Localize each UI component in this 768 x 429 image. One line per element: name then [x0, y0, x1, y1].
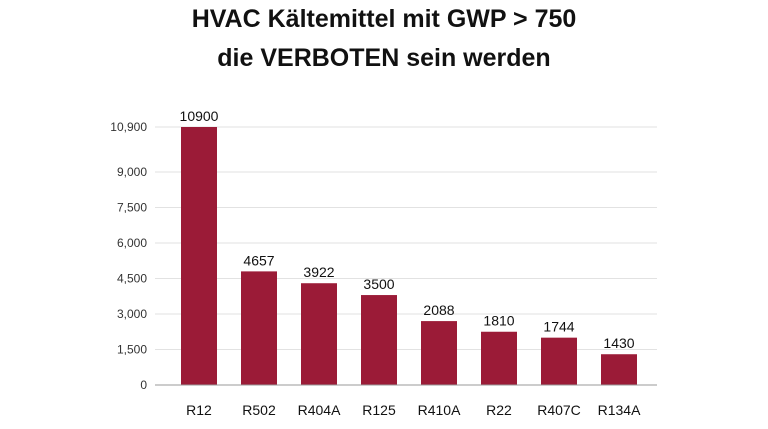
data-label: 1810: [483, 313, 514, 329]
y-tick-label: 6,000: [117, 236, 147, 250]
bar: [181, 127, 217, 385]
x-tick-label: R12: [186, 402, 212, 418]
x-tick-label: R134A: [598, 402, 641, 418]
chart-title-line-2: die VERBOTEN sein werden: [217, 44, 551, 72]
data-label: 1430: [603, 335, 634, 351]
x-tick-label: R125: [362, 402, 396, 418]
y-tick-label: 9,000: [117, 165, 147, 179]
bar: [541, 337, 577, 385]
gridlines: [155, 126, 657, 350]
x-tick-label: R404A: [298, 402, 341, 418]
chart-title-line-1: HVAC Kältemittel mit GWP > 750: [191, 5, 577, 33]
bar: [361, 295, 397, 385]
y-tick-label: 1,500: [117, 342, 147, 356]
bars: [181, 127, 637, 385]
data-label: 3500: [363, 276, 394, 292]
x-tick-label: R407C: [537, 402, 581, 418]
data-label: 2088: [423, 302, 454, 318]
data-label: 10900: [180, 108, 219, 124]
y-tick-label: 0: [140, 378, 147, 392]
bar: [421, 321, 457, 385]
labels: 0 1,500 3,000 4,500 6,000 7,500 9,000 10,900 109…: [110, 108, 641, 418]
data-label: 1744: [543, 319, 574, 335]
bar: [301, 283, 337, 385]
x-tick-label: R410A: [418, 402, 461, 418]
bar: [481, 331, 517, 385]
x-tick-label: R502: [242, 402, 276, 418]
y-tick-label: 7,500: [117, 200, 147, 214]
y-tick-label: 3,000: [117, 307, 147, 321]
data-label: 3922: [303, 264, 334, 280]
bar: [241, 271, 277, 385]
x-tick-label: R22: [486, 402, 512, 418]
data-label: 4657: [243, 252, 274, 268]
bar: [601, 354, 637, 385]
y-tick-label: 4,500: [117, 271, 147, 285]
y-tick-label: 10,900: [110, 120, 147, 134]
